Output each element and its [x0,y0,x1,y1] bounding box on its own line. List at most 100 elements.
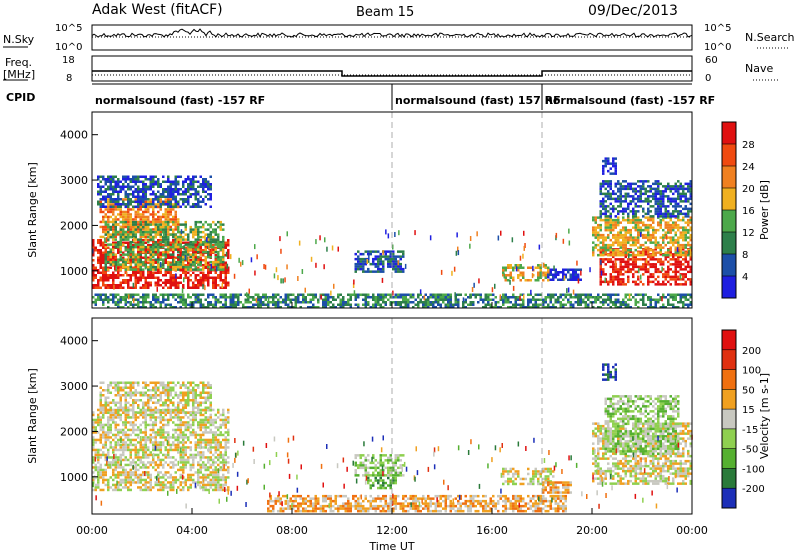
heatmap-cell [649,200,652,203]
heatmap-cell [577,268,580,271]
heatmap-cell [187,195,190,198]
heatmap-cell [172,258,175,261]
heatmap-cell [109,259,112,262]
heatmap-cell [507,296,510,299]
noise-cell [133,237,135,243]
heatmap-cell [149,265,152,269]
heatmap-cell [174,306,177,309]
heatmap-cell [217,268,220,271]
heatmap-cell [632,226,635,229]
heatmap-cell [97,438,100,442]
heatmap-cell [139,245,142,249]
heatmap-cell [142,296,145,299]
heatmap-cell [639,200,642,203]
heatmap-cell [107,218,110,221]
heatmap-cell [494,303,497,306]
heatmap-cell [177,238,180,241]
heatmap-cell [199,205,202,208]
noise-cell [128,294,130,300]
heatmap-cell [92,476,95,479]
heatmap-cell [514,303,517,306]
heatmap-cell [132,185,135,188]
heatmap-cell [169,261,172,264]
heatmap-cell [674,190,677,193]
heatmap-cell [114,416,117,419]
heatmap-cell [552,306,555,309]
heatmap-cell [107,453,110,457]
velocity-heatmap-cells [92,318,693,514]
noise-cell [502,294,504,300]
noise-cell [476,231,478,237]
heatmap-cell [104,258,107,261]
heatmap-cell [182,293,185,296]
heatmap-cell [129,293,132,296]
heatmap-cell [682,236,685,239]
noise-cell [503,273,505,279]
noise-cell [531,273,534,279]
heatmap-cell [172,203,175,206]
heatmap-cell [204,220,207,224]
heatmap-cell [182,238,185,241]
heatmap-cell [122,431,125,434]
heatmap-cell [664,278,667,281]
heatmap-cell [637,253,640,257]
heatmap-cell [484,306,487,309]
heatmap-cell [144,228,147,231]
heatmap-cell [184,233,187,236]
heatmap-cell [184,259,187,262]
heatmap-cell [197,205,200,208]
heatmap-cell [132,235,135,239]
heatmap-cell [199,256,202,259]
heatmap-cell [677,212,680,216]
y-tick-label: 1000 [60,265,88,278]
heatmap-cell [569,278,572,281]
heatmap-cell [612,270,615,274]
heatmap-cell [662,202,665,206]
heatmap-cell [652,241,655,244]
heatmap-cell [624,293,627,296]
noise-cell [392,244,394,250]
heatmap-cell [367,296,370,299]
heatmap-cell [567,301,570,304]
heatmap-cell [672,255,675,259]
heatmap-cell [617,180,620,183]
heatmap-cell [119,473,122,477]
heatmap-cell [117,266,120,269]
heatmap-cell [637,231,640,234]
heatmap-cell [117,458,120,462]
heatmap-cell [202,249,205,252]
heatmap-cell [177,203,180,206]
noise-cell [519,255,522,261]
noise-cell [186,256,188,262]
heatmap-cell [149,248,152,251]
heatmap-cell [124,235,127,239]
freq-unit: [MHz] [3,68,35,81]
heatmap-cell [182,269,185,272]
heatmap-cell [237,301,240,304]
heatmap-cell [687,215,690,218]
noise-cell [500,230,502,236]
heatmap-cell [622,233,625,237]
heatmap-cell [652,231,655,234]
heatmap-cell [182,230,185,234]
heatmap-cell [619,283,622,286]
heatmap-cell [129,263,132,266]
heatmap-cell [164,195,167,198]
heatmap-cell [92,423,95,427]
heatmap-cell [124,458,127,462]
heatmap-cell [649,236,652,239]
heatmap-cell [129,453,132,457]
heatmap-cell [112,463,115,467]
heatmap-cell [594,246,597,249]
heatmap-cell [132,413,135,417]
nsky-trace [91,28,693,38]
heatmap-cell [164,215,167,219]
heatmap-cell [222,265,225,269]
heatmap-cell [179,269,182,272]
noise-cell [301,269,304,274]
heatmap-cell [127,215,130,219]
heatmap-cell [122,260,125,264]
heatmap-cell [194,253,197,256]
heatmap-cell [614,221,617,224]
heatmap-cell [132,471,135,474]
